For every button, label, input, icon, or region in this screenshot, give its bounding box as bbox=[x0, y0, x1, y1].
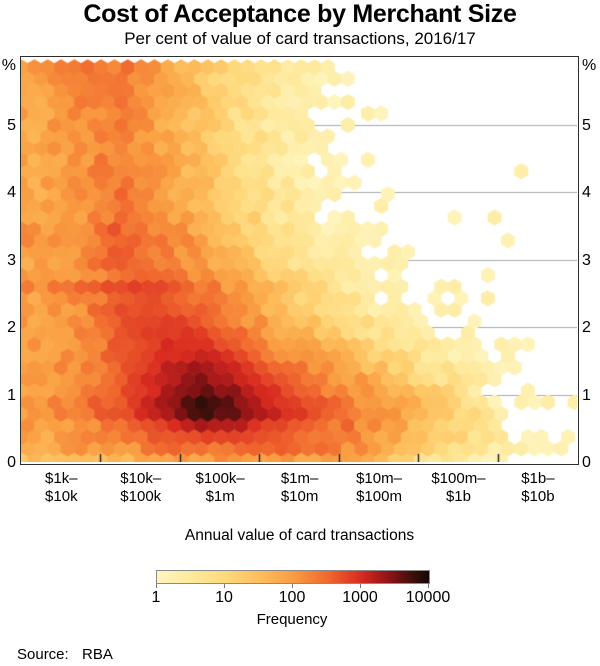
y-tick-label-right: 4 bbox=[582, 184, 591, 202]
colorbar-tick-label: 1000 bbox=[342, 589, 378, 606]
y-unit-label-right: % bbox=[582, 57, 597, 74]
y-tick-label-left: 3 bbox=[7, 251, 16, 269]
y-tick-label-left: 0 bbox=[7, 454, 16, 472]
source-note: Source: RBA bbox=[17, 646, 113, 663]
colorbar-tick bbox=[224, 584, 225, 588]
x-category-label: $1b– $10b bbox=[521, 470, 555, 505]
colorbar-tick-label: 10 bbox=[215, 589, 233, 606]
colorbar-tick-label: 1 bbox=[151, 589, 161, 606]
x-category-label: $100k– $1m bbox=[195, 470, 245, 505]
y-tick-label-right: 3 bbox=[582, 251, 591, 269]
x-axis-title: Annual value of card transactions bbox=[184, 527, 415, 544]
x-category-label: $1k– $10k bbox=[45, 470, 78, 505]
x-category-label: $1m– $10m bbox=[280, 470, 319, 505]
colorbar-tick-label: 10000 bbox=[405, 589, 451, 606]
colorbar bbox=[156, 570, 430, 584]
plot-area bbox=[20, 56, 579, 465]
source-label: Source: bbox=[17, 646, 69, 663]
y-tick-label-right: 2 bbox=[582, 319, 591, 337]
x-category-label: $10m– $100m bbox=[356, 470, 402, 505]
colorbar-title: Frequency bbox=[256, 611, 328, 628]
colorbar-tick bbox=[360, 584, 361, 588]
colorbar-tick-label: 100 bbox=[278, 589, 306, 606]
y-tick-label-right: 5 bbox=[582, 116, 591, 134]
source-value: RBA bbox=[82, 646, 113, 663]
y-tick-label-right: 1 bbox=[582, 386, 591, 404]
y-tick-label-left: 2 bbox=[7, 319, 16, 337]
y-tick-label-left: 1 bbox=[7, 386, 16, 404]
chart-subtitle: Per cent of value of card transactions, … bbox=[124, 29, 476, 48]
colorbar-tick bbox=[156, 584, 157, 588]
y-tick-label-right: 0 bbox=[582, 454, 591, 472]
colorbar-tick bbox=[428, 584, 429, 588]
y-tick-label-left: 4 bbox=[7, 184, 16, 202]
hexbin-canvas bbox=[21, 57, 577, 462]
x-category-label: $100m– $1b bbox=[431, 470, 486, 505]
x-category-label: $10k– $100k bbox=[120, 470, 162, 505]
colorbar-tick bbox=[292, 584, 293, 588]
chart-title: Cost of Acceptance by Merchant Size bbox=[83, 0, 517, 28]
y-tick-label-left: 5 bbox=[7, 116, 16, 134]
y-unit-label-left: % bbox=[1, 57, 16, 74]
